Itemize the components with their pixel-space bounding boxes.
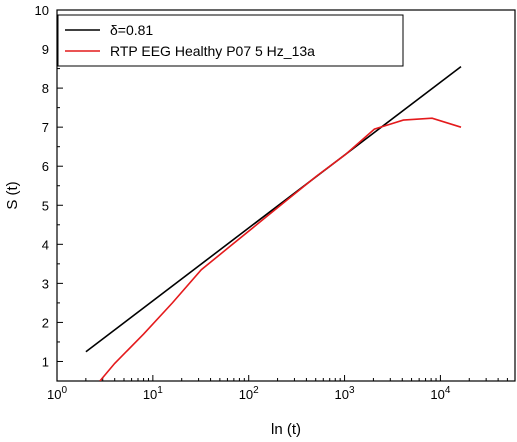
y-tick-label: 9 — [42, 42, 49, 57]
legend-label: RTP EEG Healthy P07 5 Hz_13a — [110, 43, 315, 59]
y-tick-label: 6 — [42, 159, 49, 174]
legend: δ=0.81 RTP EEG Healthy P07 5 Hz_13a — [57, 14, 404, 67]
series-data-line — [99, 117, 462, 381]
y-tick-label: 10 — [35, 3, 49, 18]
y-axis-title: S (t) — [4, 181, 21, 209]
y-tick-label: 4 — [42, 237, 49, 252]
x-axis-title: ln (t) — [271, 421, 301, 438]
y-tick-label: 8 — [42, 81, 49, 96]
legend-box — [57, 14, 404, 67]
x-tick-label: 100 — [47, 385, 67, 402]
x-tick-label: 103 — [335, 385, 355, 402]
y-tick-label: 2 — [42, 315, 49, 330]
x-axis-ticks: 100 101 102 103 104 — [47, 375, 516, 402]
y-tick-label: 3 — [42, 276, 49, 291]
y-tick-label: 1 — [42, 354, 49, 369]
y-tick-label: 7 — [42, 120, 49, 135]
x-tick-label: 102 — [239, 385, 259, 402]
x-tick-label: 104 — [430, 385, 450, 402]
series-fit-line — [85, 65, 462, 353]
plot-frame — [56, 9, 516, 382]
plot-border — [56, 9, 516, 382]
series-layer — [85, 65, 462, 381]
y-tick-label: 5 — [42, 198, 49, 213]
legend-label: δ=0.81 — [110, 22, 153, 38]
x-tick-label: 101 — [143, 385, 163, 402]
